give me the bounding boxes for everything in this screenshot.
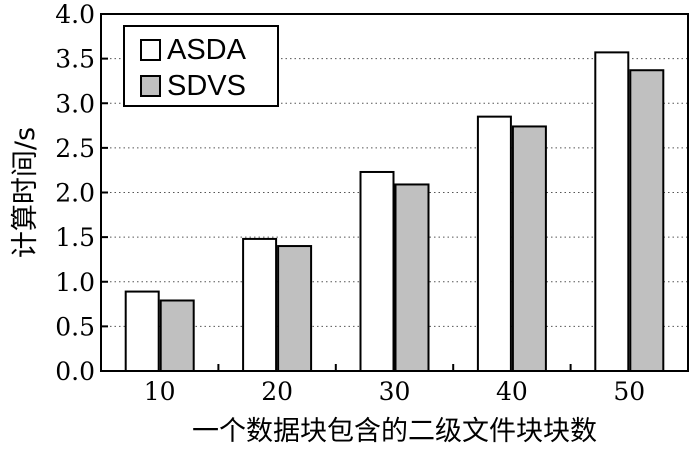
y-tick-label: 1.5 xyxy=(55,223,95,252)
y-tick-label: 2.5 xyxy=(55,134,95,163)
y-tick-label: 0.5 xyxy=(55,312,95,341)
x-tick-label: 50 xyxy=(613,377,645,406)
bar-sdvs xyxy=(159,299,195,372)
y-axis-label: 计算时间/s xyxy=(10,127,41,258)
x-tick-label: 10 xyxy=(144,377,176,406)
y-tick-labels: 0.0 0.5 1.0 1.5 2.0 2.5 3.0 3.5 4.0 xyxy=(55,0,95,386)
x-tick-label: 40 xyxy=(496,377,528,406)
x-tick-labels: 10 20 30 40 50 xyxy=(144,377,645,406)
bar-sdvs xyxy=(629,69,665,372)
bar-sdvs xyxy=(394,183,430,372)
bar-asda xyxy=(242,237,278,372)
x-tick-label: 20 xyxy=(261,377,293,406)
legend-label-asda: ASDA xyxy=(167,34,247,66)
legend: ASDA SDVS xyxy=(123,25,279,107)
bar-asda xyxy=(124,290,160,373)
y-tick-label: 3.0 xyxy=(55,89,95,118)
x-tick-label: 30 xyxy=(379,377,411,406)
y-tick-label: 2.0 xyxy=(55,179,95,208)
y-tick-label: 1.0 xyxy=(55,268,95,297)
x-axis-label: 一个数据块包含的二级文件块块数 xyxy=(192,416,597,447)
axes xyxy=(100,13,689,372)
y-tick-label: 3.5 xyxy=(55,45,95,74)
bar-asda xyxy=(359,170,395,372)
bar-asda xyxy=(594,51,630,372)
y-tick-label: 0.0 xyxy=(55,357,95,386)
bar-sdvs xyxy=(511,125,547,372)
bar-asda xyxy=(476,115,512,372)
bars xyxy=(124,51,665,373)
legend-label-sdvs: SDVS xyxy=(167,70,246,102)
bar-sdvs xyxy=(277,245,313,372)
legend-swatch-sdvs xyxy=(140,75,161,97)
y-tick-label: 4.0 xyxy=(55,0,95,29)
legend-swatch-asda xyxy=(140,39,161,61)
